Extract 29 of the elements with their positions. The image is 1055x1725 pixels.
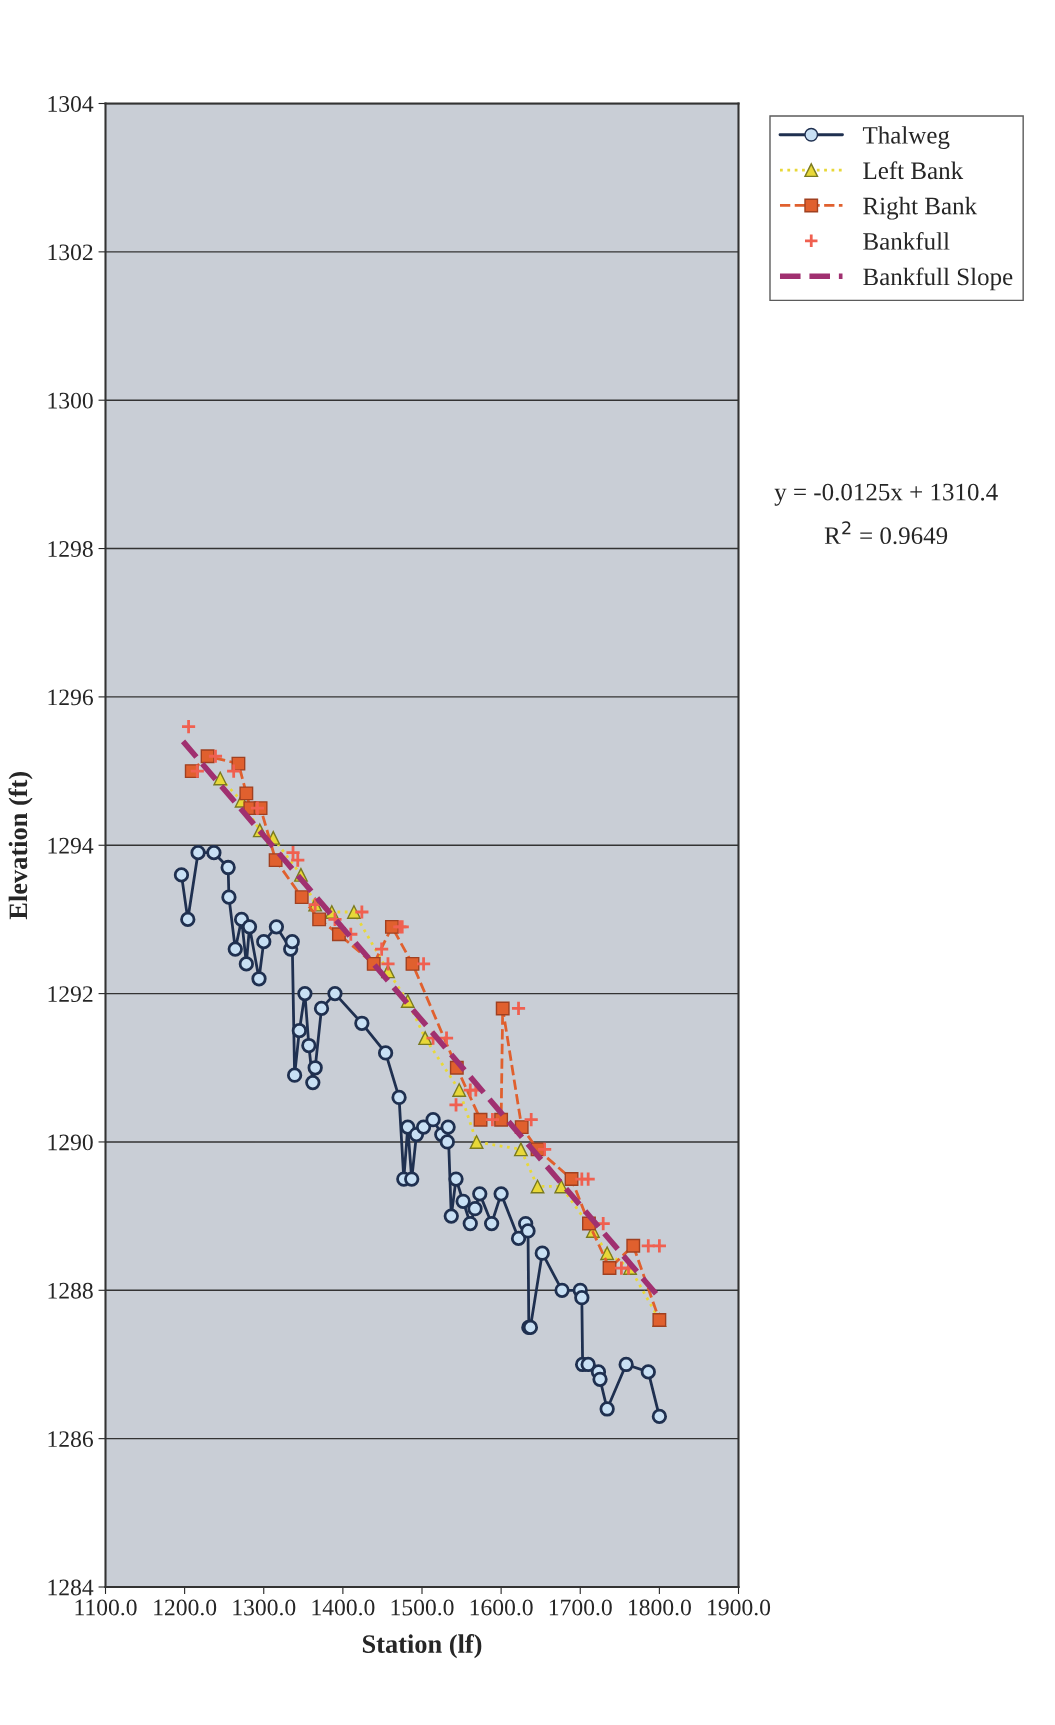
y-tick-label: 1284 [48,1579,94,1596]
text: R$^{2}$ = 0.9649 [824,521,948,545]
text: y = -0.0125x + 1310.4 [774,483,998,506]
legend-label: Bankfull [863,232,950,250]
x-tick-label: 1100.0 [75,1599,137,1616]
x-tick-label: 1300.0 [233,1599,296,1616]
legend-label: Bankfull Slope [863,267,1013,291]
legend-label: Thalweg [862,126,950,149]
y-tick-label: 1304 [48,95,94,112]
y-tick-label: 1288 [48,1282,93,1299]
x-tick-label: 1600.0 [470,1599,533,1616]
y-tick-label: 1292 [48,986,93,1003]
y-tick-label: 1300 [48,392,93,409]
x-tick-label: 1400.0 [312,1599,375,1616]
y-tick-label: 1302 [48,244,93,261]
y-tick-label: 1298 [48,541,93,557]
legend-label: Left Bank [863,161,964,180]
x-tick-label: 1200.0 [154,1599,217,1616]
x-tick-label: 1900.0 [708,1599,771,1616]
y-tick-label: 1296 [48,689,93,706]
x-tick-label: 1700.0 [549,1599,612,1616]
y-tick-label: 1290 [48,1134,93,1151]
legend-label: Right Bank [863,196,978,220]
x-tick-label: 1500.0 [391,1599,454,1616]
x-axis-title: Station (lf) [362,1634,482,1659]
y-tick-label: 1294 [48,837,94,854]
y-tick-label: 1286 [48,1431,93,1448]
y-axis-title: Elevation (ft) [8,772,33,920]
x-tick-label: 1800.0 [628,1599,691,1616]
